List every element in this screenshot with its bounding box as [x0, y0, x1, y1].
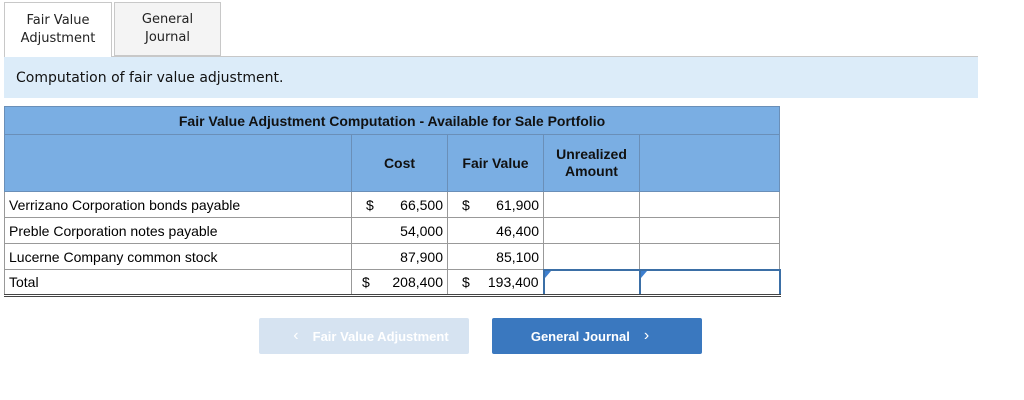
- header-unrealized-amount: Unrealized Amount: [543, 134, 640, 192]
- unrealized-amount-cell: [543, 191, 640, 218]
- fair-value: 85,100: [447, 243, 544, 270]
- prev-label: Fair Value Adjustment: [312, 328, 449, 344]
- extra-cell: [639, 243, 780, 270]
- header-blank: [4, 134, 352, 192]
- cost-value: 54,000: [351, 217, 448, 244]
- tab-general-journal[interactable]: General Journal: [114, 2, 221, 56]
- row-label: Verrizano Corporation bonds payable: [4, 191, 352, 218]
- row-label: Total: [4, 269, 352, 297]
- currency: $: [462, 274, 470, 290]
- tab-label: General: [141, 12, 194, 27]
- cost-value: 66,500: [400, 196, 443, 213]
- header-cost: Cost: [351, 134, 448, 192]
- table-row: Verrizano Corporation bonds payable $66,…: [4, 191, 780, 218]
- next-button[interactable]: General Journal ›: [492, 318, 702, 354]
- table-row: Lucerne Company common stock 87,900 85,1…: [4, 243, 780, 270]
- total-cost: 208,400: [392, 274, 443, 290]
- chevron-left-icon: ‹: [293, 327, 299, 344]
- total-unrealized-input[interactable]: [542, 268, 641, 297]
- fair-value: 61,900: [496, 196, 539, 213]
- prev-button[interactable]: ‹ Fair Value Adjustment: [259, 318, 469, 354]
- header-blank: [639, 134, 780, 192]
- currency: $: [366, 196, 374, 213]
- tab-fair-value-adjustment[interactable]: Fair Value Adjustment: [4, 2, 112, 57]
- cost-value: 87,900: [351, 243, 448, 270]
- tab-label: Fair Value: [26, 13, 90, 28]
- total-extra-input[interactable]: [638, 268, 781, 297]
- extra-cell: [639, 191, 780, 218]
- row-label: Preble Corporation notes payable: [4, 217, 352, 244]
- tab-divider: [4, 56, 978, 57]
- unrealized-amount-cell: [543, 243, 640, 270]
- total-fair-value: 193,400: [487, 274, 539, 290]
- fair-value: 46,400: [447, 217, 544, 244]
- currency: $: [362, 274, 370, 290]
- table-title: Fair Value Adjustment Computation - Avai…: [4, 106, 780, 135]
- currency: $: [462, 196, 470, 213]
- fair-value-table: Fair Value Adjustment Computation - Avai…: [4, 106, 781, 297]
- extra-cell: [639, 217, 780, 244]
- row-label: Lucerne Company common stock: [4, 243, 352, 270]
- unrealized-amount-cell: [543, 217, 640, 244]
- instruction-text: Computation of fair value adjustment.: [4, 57, 978, 98]
- tab-label: Journal: [145, 30, 190, 45]
- next-label: General Journal: [530, 328, 630, 344]
- chevron-right-icon: ›: [643, 327, 650, 344]
- header-fair-value: Fair Value: [447, 134, 544, 192]
- table-row: Preble Corporation notes payable 54,000 …: [4, 217, 780, 244]
- tab-label: Adjustment: [20, 31, 96, 46]
- total-row: Total $208,400 $193,400: [4, 268, 781, 297]
